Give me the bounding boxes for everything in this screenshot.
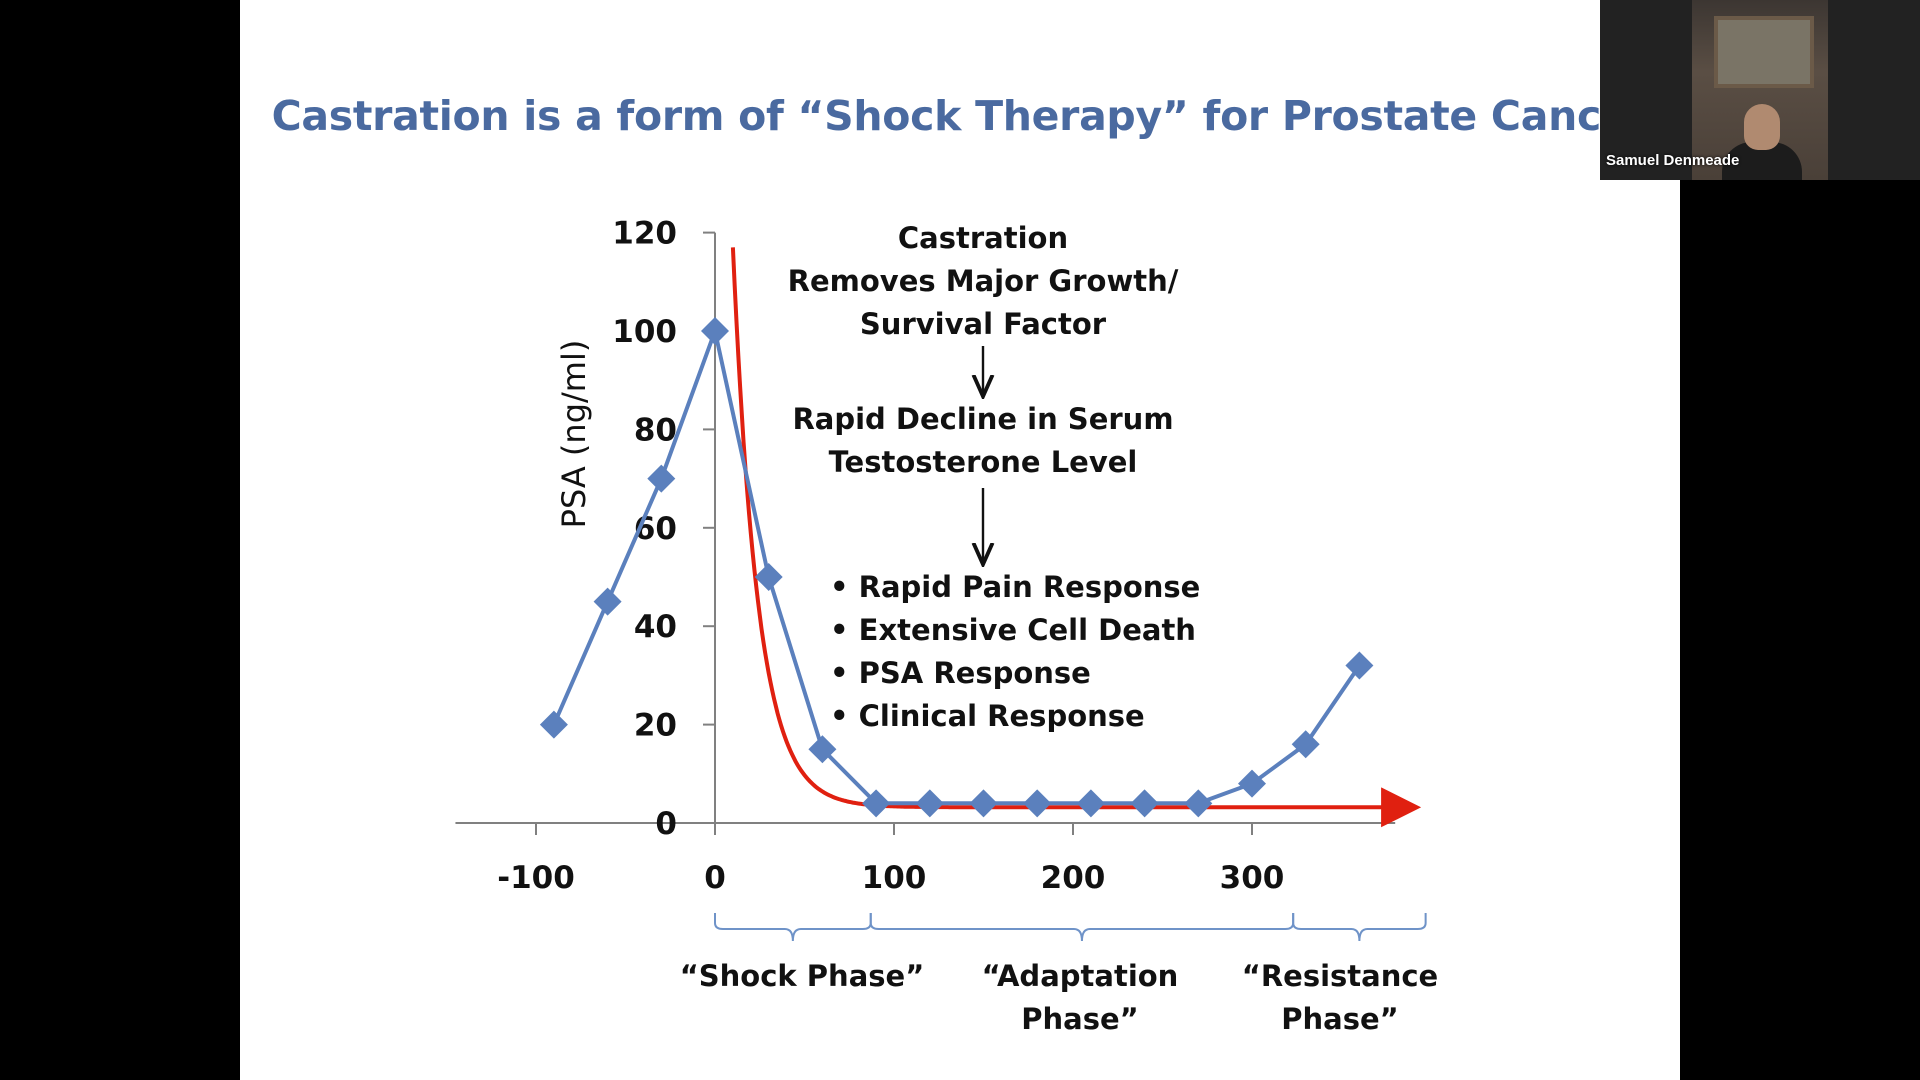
participant-face [1744, 104, 1780, 150]
testosterone-decay-line [730, 247, 1422, 828]
annotation-line: Testosterone Level [828, 445, 1138, 479]
bullet-item: Extensive Cell Death [830, 609, 1200, 652]
psa-data-point [1291, 730, 1320, 759]
brace-shock-phase [714, 913, 872, 942]
annotation-line: Survival Factor [859, 307, 1107, 341]
psa-series [539, 317, 1374, 818]
x-tick-label: 200 [1041, 860, 1106, 896]
x-tick-label: 0 [704, 860, 726, 896]
presentation-slide: Castration is a form of “Shock Therapy” … [240, 0, 1680, 1080]
response-bullets: Rapid Pain Response Extensive Cell Death… [830, 566, 1201, 738]
psa-data-point [593, 587, 622, 616]
participant-name: Samuel Denmeade [1606, 152, 1740, 169]
psa-data-point [1238, 769, 1266, 798]
brace-adaptation-phase [869, 913, 1295, 942]
psa-data-point [701, 317, 729, 345]
bullet-item: Clinical Response [830, 695, 1200, 738]
participant-video-tile[interactable]: Samuel Denmeade [1600, 0, 1920, 180]
brace-resistance-phase [1292, 913, 1427, 942]
participant-camera-feed [1692, 0, 1828, 180]
x-tick-label: 300 [1220, 860, 1285, 896]
y-tick-label: 100 [612, 314, 677, 350]
y-tick-label: 40 [634, 609, 677, 645]
annotation-castration: Castration Removes Major Growth/ Surviva… [783, 217, 1183, 346]
phase-adaptation-label: “Adaptation Phase” [981, 959, 1179, 1036]
background-picture-frame [1714, 16, 1814, 88]
psa-data-point [1023, 789, 1052, 818]
psa-data-point [969, 789, 998, 818]
slide-title: Castration is a form of “Shock Therapy” … [271, 92, 1649, 140]
psa-data-point [539, 710, 568, 739]
psa-data-point [1130, 789, 1159, 818]
y-tick-label: 80 [634, 412, 677, 448]
x-tick-label: 100 [862, 860, 927, 896]
annotation-testosterone: Rapid Decline in Serum Testosterone Leve… [783, 398, 1183, 484]
psa-series-line [552, 323, 1362, 806]
phase-shock-label: “Shock Phase” [679, 959, 925, 993]
bullet-item: Rapid Pain Response [830, 566, 1201, 609]
annotation-line: Removes Major Growth/ [787, 264, 1179, 298]
annotation-line: Castration [897, 221, 1069, 255]
y-tick-label: 20 [634, 708, 677, 744]
psa-data-point [754, 563, 783, 591]
phase-resistance-label: “Resistance Phase” [1240, 955, 1440, 1041]
bullet-item: PSA Response [830, 652, 1200, 695]
psa-data-point [1345, 651, 1374, 680]
psa-data-point [647, 464, 676, 493]
psa-data-point [915, 789, 944, 818]
phase-braces [714, 913, 1427, 942]
psa-data-point [862, 789, 891, 818]
x-tick-label: -100 [497, 860, 575, 896]
phase-resistance-line: Phase” [1281, 1002, 1399, 1036]
annotation-line: Rapid Decline in Serum [792, 402, 1174, 436]
y-axis-label: PSA (ng/ml) [555, 340, 593, 529]
y-tick-label: 0 [655, 806, 677, 842]
phase-resistance-line: “Resistance [1241, 959, 1439, 993]
psa-data-point [1076, 789, 1105, 818]
testosterone-curve [730, 247, 1422, 828]
psa-data-point [808, 735, 837, 764]
y-tick-label: 120 [612, 216, 677, 252]
psa-data-point [1184, 789, 1213, 818]
